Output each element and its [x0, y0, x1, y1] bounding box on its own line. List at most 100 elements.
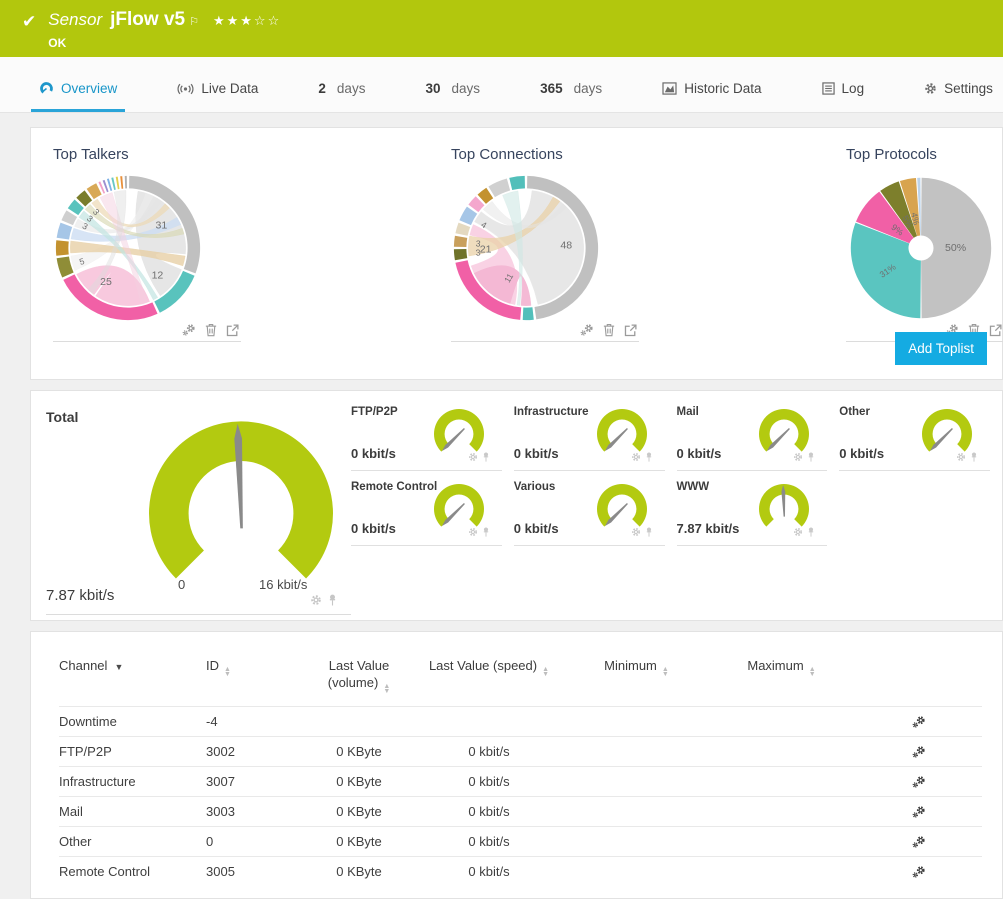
pin-icon[interactable] — [645, 523, 653, 541]
sort-icon[interactable]: ▲ ▼ — [661, 666, 669, 678]
sort-desc-icon[interactable]: ▼ — [114, 662, 124, 672]
channel-gauge-ftp-p2p: FTP/P2P 0 kbit/s — [351, 403, 502, 471]
channel-gauge — [759, 483, 810, 527]
maximum-cell — [709, 765, 854, 797]
settings-icon[interactable] — [912, 804, 926, 819]
settings-icon[interactable] — [912, 714, 926, 729]
svg-text:3: 3 — [85, 213, 95, 224]
pin-icon[interactable] — [645, 448, 653, 466]
channel-name-cell: Other — [59, 825, 206, 857]
settings-icon[interactable] — [468, 523, 478, 541]
gauge-value: 0 kbit/s — [351, 446, 396, 461]
open-external-icon[interactable] — [226, 324, 239, 337]
minimum-cell — [564, 765, 709, 797]
sort-icon[interactable]: ▲ ▼ — [808, 666, 816, 678]
delete-icon[interactable] — [603, 323, 615, 337]
tab-live-data[interactable]: Live Data — [169, 81, 266, 112]
tab-number: 365 — [540, 81, 563, 96]
settings-icon[interactable] — [182, 323, 196, 337]
priority-stars[interactable]: ★★★☆☆ — [212, 13, 282, 28]
settings-icon[interactable] — [912, 744, 926, 759]
top-protocols-donut-chart[interactable]: 50%31%9%5%4% — [846, 173, 996, 323]
column-header-maximum[interactable]: Maximum ▲ ▼ — [747, 658, 816, 678]
pin-icon[interactable] — [807, 448, 815, 466]
column-header-id[interactable]: ID ▲ ▼ — [206, 658, 231, 678]
toplist-top-protocols: Top Protocols 50% 31% 9% 5% 4% — [846, 142, 1003, 342]
column-header-minimum[interactable]: Minimum ▲ ▼ — [604, 658, 669, 678]
maximum-cell — [709, 795, 854, 827]
settings-icon[interactable] — [912, 774, 926, 789]
column-header-last-value-speed[interactable]: Last Value (speed) ▲ ▼ — [428, 658, 550, 678]
tab-historic-data[interactable]: Historic Data — [654, 81, 769, 112]
channel-gauge — [922, 408, 972, 452]
sort-icon[interactable]: ▲ ▼ — [542, 666, 550, 678]
column-header-channel[interactable]: Channel ▼ — [59, 658, 124, 673]
pin-icon[interactable] — [328, 591, 337, 609]
channel-gauge — [433, 408, 484, 452]
gauge-title: Total — [46, 409, 79, 425]
pin-icon[interactable] — [970, 448, 978, 466]
tab-365-days[interactable]: 365 days — [532, 81, 610, 112]
sort-icon[interactable]: ▲ ▼ — [383, 682, 391, 695]
open-external-icon[interactable] — [624, 324, 637, 337]
delete-icon[interactable] — [205, 323, 217, 337]
pin-icon[interactable] — [482, 523, 490, 541]
settings-icon[interactable] — [631, 448, 641, 466]
tab-overview[interactable]: Overview — [31, 81, 126, 112]
speed-cell: 0 kbit/s — [414, 735, 564, 767]
settings-icon[interactable] — [793, 448, 803, 466]
settings-icon[interactable] — [793, 523, 803, 541]
gauge-title: Various — [513, 481, 556, 493]
settings-icon[interactable] — [956, 448, 966, 466]
maximum-cell — [709, 825, 854, 857]
minimum-cell — [564, 795, 709, 827]
toplist-title: Top Protocols — [846, 146, 937, 163]
channel-table: Channel ▼ ID ▲ ▼ Last Value (volume) ▲ ▼ Last… — [59, 654, 982, 886]
channel-id-cell: 3005 — [206, 855, 304, 886]
gauge-title: Remote Control — [351, 481, 438, 493]
tab-bar: Overview Live Data 2 days 30 days 365 days … — [0, 57, 1003, 113]
settings-icon[interactable] — [631, 523, 641, 541]
tab-label: Historic Data — [684, 81, 762, 96]
minimum-cell — [564, 735, 709, 767]
pin-icon[interactable] — [482, 448, 490, 466]
channel-name-cell: Mail — [59, 795, 206, 827]
settings-icon[interactable] — [310, 591, 322, 609]
status-ok-check-icon: ✔ — [22, 12, 37, 31]
sensor-status-badge: OK — [48, 36, 67, 50]
settings-icon[interactable] — [912, 864, 926, 879]
tab-label: Live Data — [201, 81, 259, 96]
tab-number: 2 — [318, 81, 326, 96]
gear-icon — [924, 82, 937, 95]
tab-2-days[interactable]: 2 days — [310, 81, 373, 112]
tab-settings[interactable]: Settings — [916, 81, 1001, 112]
channel-id-cell: 3003 — [206, 795, 304, 827]
tab-log[interactable]: Log — [814, 81, 873, 112]
channel-gauge — [759, 408, 810, 452]
gauge-value: 0 kbit/s — [513, 446, 559, 461]
sort-icon[interactable]: ▲ ▼ — [224, 666, 231, 678]
toplist-top-talkers: Top Talkers 31 12 25 5 3 3 3 — [53, 142, 241, 342]
settings-icon[interactable] — [468, 448, 478, 466]
pin-icon[interactable] — [807, 523, 815, 541]
table-header-row: Channel ▼ ID ▲ ▼ Last Value (volume) ▲ ▼ Last… — [59, 654, 982, 706]
tab-30-days[interactable]: 30 days — [418, 81, 489, 112]
channel-gauge-www: WWW 7.87 kbit/s — [676, 478, 828, 546]
channel-id-cell: 0 — [206, 825, 304, 857]
flag-icon[interactable]: ⚐ — [189, 16, 199, 28]
table-row: Mail 3003 0 KByte 0 kbit/s — [59, 795, 982, 827]
gauge-title: Mail — [676, 406, 699, 418]
add-toplist-button[interactable]: Add Toplist — [895, 332, 987, 365]
open-external-icon[interactable] — [989, 324, 1002, 337]
gauge-min-label: 0 — [178, 577, 186, 592]
settings-icon[interactable] — [912, 834, 926, 849]
channel-table-panel: Channel ▼ ID ▲ ▼ Last Value (volume) ▲ ▼ Last… — [30, 631, 1003, 899]
toplist-title: Top Connections — [451, 146, 563, 163]
gauge-max-label: 16 kbit/s — [259, 577, 308, 592]
settings-icon[interactable] — [580, 323, 594, 337]
volume-cell — [304, 705, 414, 737]
column-header-last-value-volume[interactable]: Last Value (volume) ▲ ▼ — [327, 658, 391, 695]
top-talkers-chord-chart[interactable]: 31 12 25 5 333 — [53, 173, 203, 323]
svg-text:3: 3 — [91, 207, 102, 217]
